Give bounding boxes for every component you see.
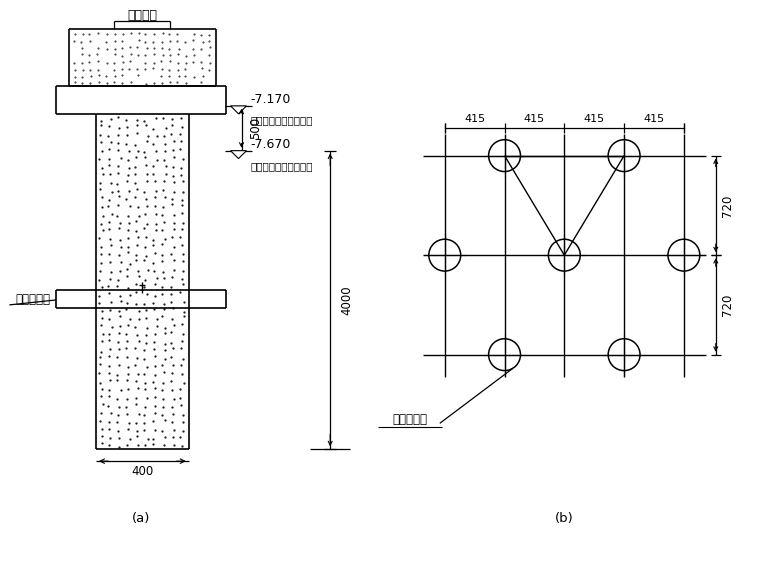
Polygon shape — [230, 150, 246, 158]
Text: 预留土层: 预留土层 — [128, 9, 157, 22]
Text: 415: 415 — [524, 114, 545, 124]
Text: 720: 720 — [721, 294, 734, 316]
Text: 415: 415 — [464, 114, 485, 124]
Text: 400: 400 — [131, 465, 154, 478]
Text: -7.170: -7.170 — [251, 93, 291, 107]
Text: 500: 500 — [249, 117, 262, 139]
Text: 灰土挤密桩: 灰土挤密桩 — [392, 413, 427, 426]
Text: （机械开挖坑底标高）: （机械开挖坑底标高） — [251, 115, 313, 125]
Text: 415: 415 — [644, 114, 664, 124]
Text: 720: 720 — [721, 194, 734, 217]
Text: 灰土挤密桩: 灰土挤密桩 — [16, 294, 51, 307]
Text: -7.670: -7.670 — [251, 138, 291, 151]
Text: (a): (a) — [131, 512, 150, 526]
Text: （挤密桩顶设计标高）: （挤密桩顶设计标高） — [251, 161, 313, 172]
Text: (b): (b) — [555, 512, 574, 526]
Text: 415: 415 — [584, 114, 605, 124]
Polygon shape — [230, 106, 246, 114]
Text: 4000: 4000 — [340, 285, 353, 315]
